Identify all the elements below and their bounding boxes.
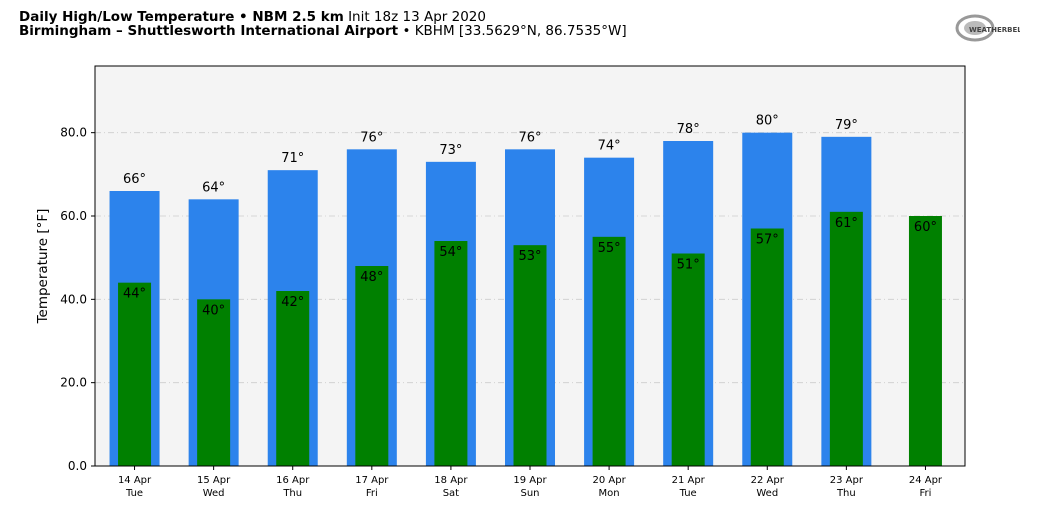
low-bar: [513, 245, 547, 466]
station-title: Birmingham – Shuttlesworth International…: [19, 23, 627, 39]
x-tick-date: 19 Apr: [513, 475, 547, 486]
low-bar: [592, 236, 626, 466]
high-label: 80°: [756, 114, 779, 129]
x-tick-day: Tue: [125, 488, 143, 499]
low-label: 42°: [281, 295, 304, 310]
x-tick-date: 22 Apr: [751, 475, 785, 486]
high-label: 78°: [677, 122, 700, 137]
low-label: 61°: [835, 216, 858, 231]
low-label: 40°: [202, 303, 225, 318]
plot-frame: [94, 65, 966, 467]
low-label: 53°: [518, 249, 541, 264]
x-tick-day: Sat: [443, 488, 459, 499]
y-tick-label: 40.0: [60, 292, 87, 306]
x-tick-date: 14 Apr: [118, 475, 152, 486]
x-tick-day: Thu: [836, 488, 856, 499]
x-tick-date: 15 Apr: [197, 475, 231, 486]
low-label: 55°: [598, 241, 621, 256]
high-label: 71°: [281, 151, 304, 166]
high-label: 76°: [518, 130, 541, 145]
low-bar: [276, 291, 310, 466]
y-tick-label: 60.0: [60, 209, 87, 223]
weatherbell-logo: WEATHERBELL: [955, 12, 1027, 48]
low-bar: [829, 211, 863, 466]
low-bar: [197, 299, 231, 466]
x-tick-day: Thu: [282, 488, 302, 499]
low-label: 60°: [914, 220, 937, 235]
x-tick-day: Mon: [599, 488, 620, 499]
low-bar: [355, 266, 389, 466]
x-tick-day: Sun: [520, 488, 539, 499]
low-bar: [671, 253, 705, 466]
x-tick-day: Fri: [366, 488, 378, 499]
high-label: 66°: [123, 172, 146, 187]
x-tick-date: 17 Apr: [355, 475, 389, 486]
low-label: 57°: [756, 233, 779, 248]
y-tick-label: 80.0: [60, 126, 87, 140]
x-tick-date: 21 Apr: [672, 475, 706, 486]
low-bar: [434, 241, 468, 466]
x-tick-day: Wed: [756, 488, 778, 499]
chart-title: Daily High/Low Temperature • NBM 2.5 km …: [19, 9, 486, 25]
svg-text:WEATHERBELL: WEATHERBELL: [969, 26, 1020, 34]
x-tick-date: 16 Apr: [276, 475, 310, 486]
x-tick-day: Tue: [679, 488, 697, 499]
high-label: 76°: [360, 130, 383, 145]
high-label: 79°: [835, 118, 858, 133]
low-bar: [750, 228, 784, 466]
low-label: 48°: [360, 270, 383, 285]
x-tick-day: Wed: [203, 488, 225, 499]
y-axis-label: Temperature [°F]: [35, 209, 51, 325]
low-label: 51°: [677, 258, 700, 273]
x-tick-date: 23 Apr: [830, 475, 864, 486]
low-bar: [118, 282, 152, 466]
low-label: 54°: [439, 245, 462, 260]
y-tick-label: 20.0: [60, 376, 87, 390]
high-label: 73°: [439, 143, 462, 158]
x-tick-date: 20 Apr: [592, 475, 626, 486]
x-tick-day: Fri: [919, 488, 931, 499]
low-bar: [908, 216, 942, 466]
x-tick-date: 24 Apr: [909, 475, 943, 486]
high-label: 64°: [202, 180, 225, 195]
high-label: 74°: [598, 139, 621, 154]
x-tick-date: 18 Apr: [434, 475, 468, 486]
y-tick-label: 0.0: [68, 459, 87, 473]
low-label: 44°: [123, 287, 146, 302]
